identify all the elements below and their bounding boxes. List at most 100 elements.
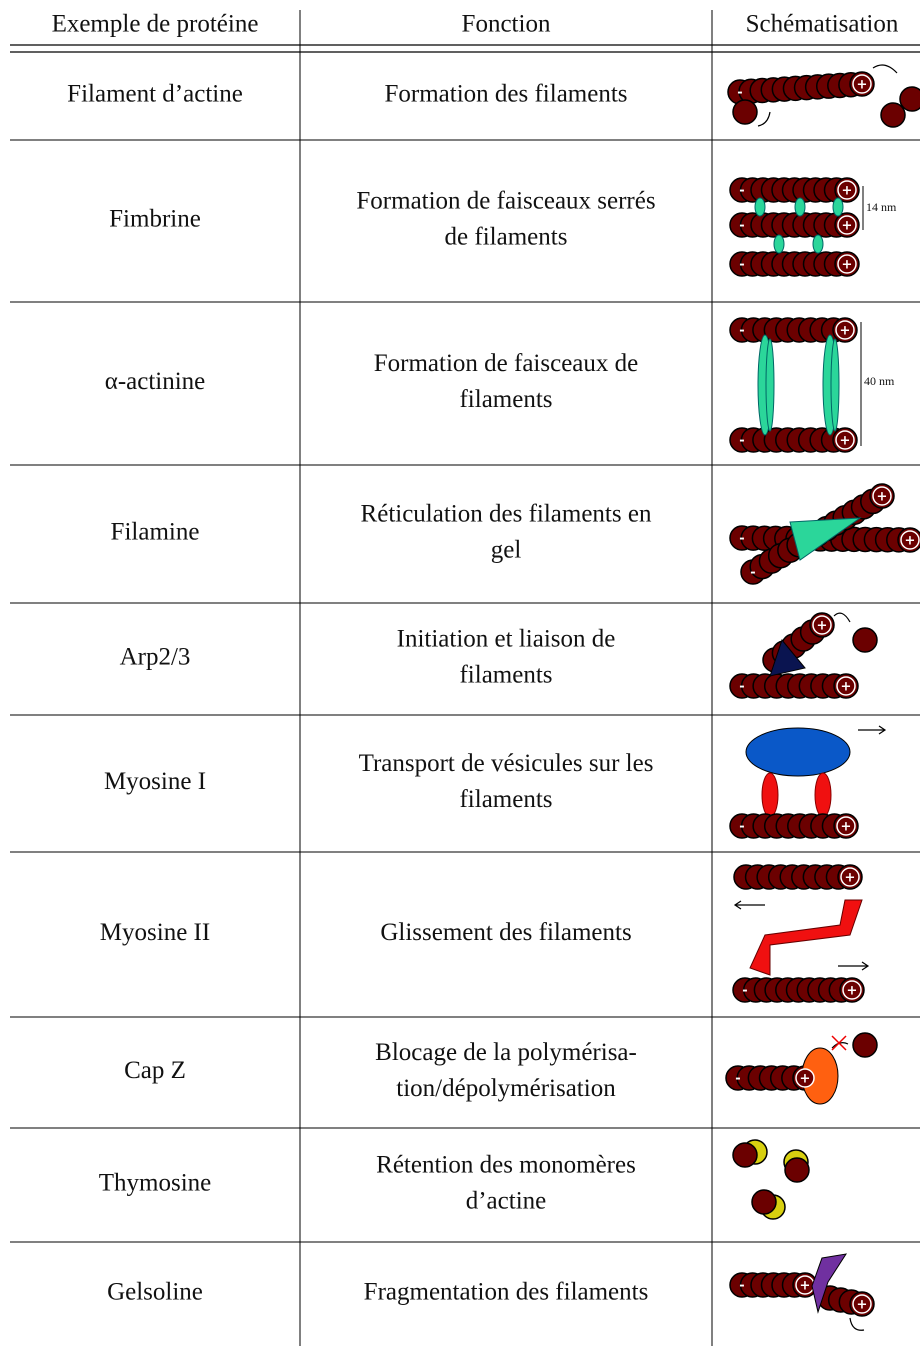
plus-end [842, 980, 862, 1000]
plus-end [836, 676, 856, 696]
column-header: Fonction [462, 11, 551, 38]
arrow [733, 900, 765, 910]
actin-monomer [751, 1189, 777, 1215]
polarity-sign: + [842, 184, 853, 199]
arrow [849, 1317, 865, 1331]
function-line: Formation des filaments [384, 81, 627, 108]
fimbrine [754, 197, 766, 217]
plus-end [840, 867, 860, 887]
plus-end [852, 1294, 872, 1314]
fimbrine [812, 234, 824, 254]
plus-end [835, 320, 855, 340]
myosin-ii [749, 899, 863, 976]
polarity-sign: - [739, 434, 744, 449]
polarity-sign: + [841, 680, 852, 695]
actin-monomer [852, 1032, 878, 1058]
fimbrine [773, 234, 785, 254]
polarity-sign: + [857, 78, 868, 93]
function-line: Glissement des filaments [380, 919, 631, 946]
function-line: Blocage de la polymérisa- [375, 1039, 637, 1066]
plus-end [872, 486, 892, 506]
function-line: Transport de vésicules sur les [359, 750, 654, 777]
function-line: Formation de faisceaux de [374, 350, 639, 377]
actin-monomer [899, 86, 920, 112]
arrow [757, 111, 771, 127]
protein-name: Fimbrine [109, 206, 201, 233]
arp23 [769, 638, 806, 677]
filamin [789, 517, 862, 561]
block-mark [831, 1035, 847, 1051]
protein-name: Arp2/3 [120, 644, 191, 671]
polarity-sign: - [739, 680, 744, 695]
arrow [838, 961, 870, 971]
function-line: gel [491, 537, 522, 564]
function-line: filaments [459, 386, 552, 413]
gelsolin [811, 1253, 848, 1314]
plus-end [837, 215, 857, 235]
function-line: Initiation et liaison de [397, 626, 616, 653]
polarity-sign: + [842, 258, 853, 273]
protein-name: Filament d’actine [67, 81, 243, 108]
function-line: Formation de faisceaux serrés [356, 188, 655, 215]
actin-monomer [852, 627, 878, 653]
polarity-sign: + [840, 434, 851, 449]
function-line: Fragmentation des filaments [364, 1279, 649, 1306]
polarity-sign: + [857, 1298, 868, 1313]
actin-monomer [880, 102, 906, 128]
myosin-head [814, 772, 832, 818]
protein-name: Thymosine [99, 1170, 212, 1197]
function-line: filaments [459, 786, 552, 813]
polarity-sign: + [817, 619, 828, 634]
polarity-sign: + [800, 1279, 811, 1294]
column-header: Schématisation [746, 11, 899, 38]
protein-name: α-actinine [105, 368, 206, 395]
function-line: de filaments [445, 224, 568, 251]
polarity-sign: + [845, 871, 856, 886]
actin-monomer [784, 1157, 810, 1183]
polarity-sign: - [739, 820, 744, 835]
plus-end [835, 430, 855, 450]
plus-end [900, 530, 920, 550]
dimension-label: 14 nm [866, 200, 897, 214]
function-line: Rétention des monomères [376, 1152, 636, 1179]
polarity-sign: + [877, 490, 888, 505]
plus-end [795, 1068, 815, 1088]
polarity-sign: - [739, 184, 744, 199]
polarity-sign: + [905, 534, 916, 549]
function-line: Réticulation des filaments en [361, 501, 652, 528]
plus-end [836, 816, 856, 836]
protein-name: Myosine II [100, 919, 210, 946]
polarity-sign: + [800, 1072, 811, 1087]
polarity-sign: - [742, 984, 747, 999]
polarity-sign: - [739, 324, 744, 339]
actin-monomer [732, 99, 758, 125]
vesicle [745, 727, 851, 777]
actinin [830, 338, 840, 432]
polarity-sign: - [750, 566, 755, 581]
polarity-sign: - [739, 1279, 744, 1294]
arrow [872, 64, 898, 74]
protein-name: Myosine I [104, 768, 206, 795]
polarity-sign: + [842, 219, 853, 234]
polarity-sign: - [739, 219, 744, 234]
polarity-sign: + [840, 324, 851, 339]
function-line: d’actine [466, 1188, 547, 1215]
polarity-sign: - [737, 86, 742, 101]
polarity-sign: - [739, 258, 744, 273]
polarity-sign: + [847, 984, 858, 999]
plus-end [812, 615, 832, 635]
polarity-sign: - [735, 1072, 740, 1087]
actin-monomer [732, 1142, 758, 1168]
fimbrine [832, 197, 844, 217]
arrow [858, 725, 887, 735]
polarity-sign: - [739, 532, 744, 547]
protein-name: Gelsoline [107, 1279, 203, 1306]
myosin-head [761, 772, 779, 818]
plus-end [837, 254, 857, 274]
dimension-label: 40 nm [864, 374, 895, 388]
plus-end [852, 74, 872, 94]
function-line: filaments [459, 662, 552, 689]
fimbrine [794, 197, 806, 217]
